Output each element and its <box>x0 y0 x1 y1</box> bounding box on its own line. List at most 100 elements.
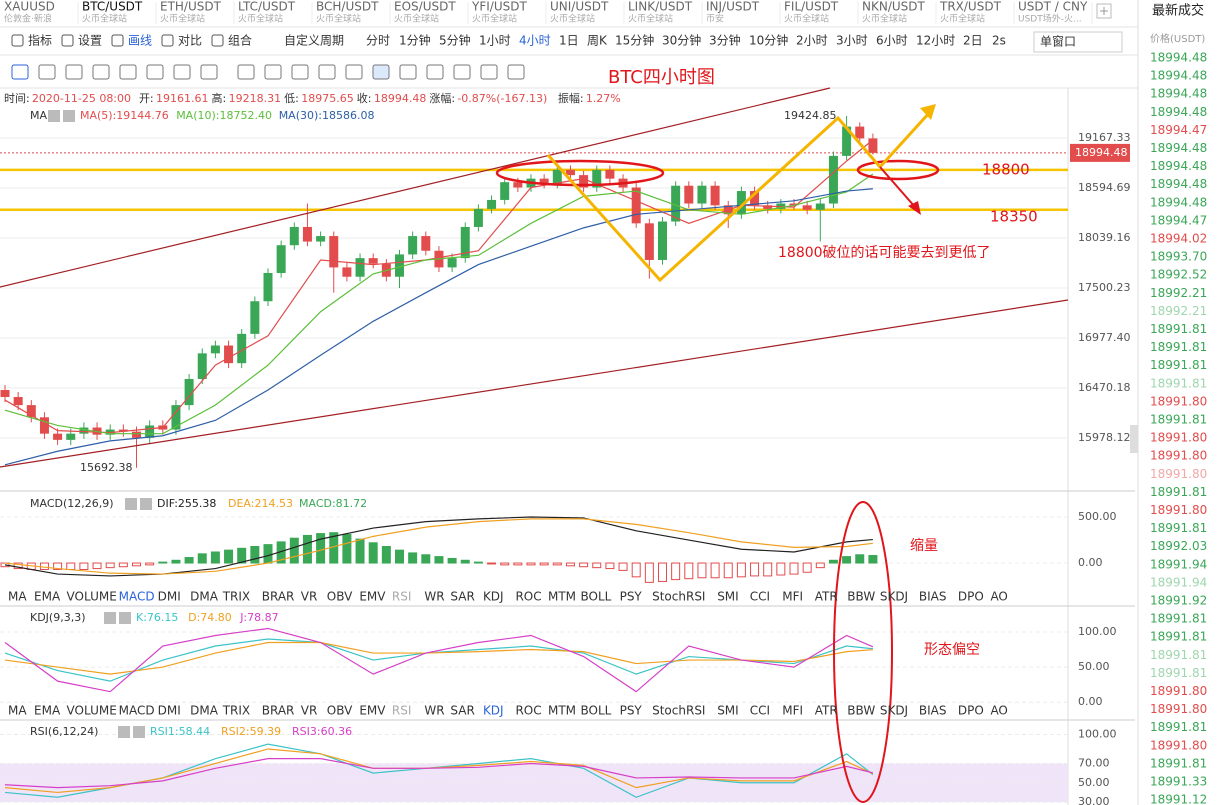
indicator-tab[interactable]: TRIX <box>222 590 250 604</box>
indicator-tab[interactable]: RSI <box>392 704 412 718</box>
indicator-tab[interactable]: MTM <box>548 590 576 604</box>
period-button[interactable]: 3分钟 <box>709 33 741 48</box>
indicator-tab[interactable]: BOLL <box>581 590 612 604</box>
draw-tool[interactable] <box>65 64 83 80</box>
indicator-tab[interactable]: DMA <box>190 590 219 604</box>
draw-tool[interactable] <box>146 64 164 80</box>
indicator-tab[interactable]: ROC <box>515 590 541 604</box>
ticker-symbol[interactable]: TRX/USDT <box>939 0 1002 14</box>
settings-icon[interactable] <box>118 726 130 738</box>
period-button[interactable]: 分时 <box>366 34 390 48</box>
indicator-tab[interactable]: MA <box>8 590 27 604</box>
indicator-tab[interactable]: WR <box>424 704 444 718</box>
indicator-tab[interactable]: MFI <box>782 590 803 604</box>
indicator-tab[interactable]: SAR <box>450 590 474 604</box>
tool-button[interactable]: 对比 <box>178 34 202 48</box>
draw-tool[interactable] <box>399 64 417 80</box>
indicator-tab[interactable]: BOLL <box>581 704 612 718</box>
period-button[interactable]: 10分钟 <box>749 33 788 48</box>
close-icon[interactable] <box>63 110 75 122</box>
indicator-tab[interactable]: TRIX <box>222 704 250 718</box>
draw-tool[interactable] <box>200 64 218 80</box>
settings-icon[interactable] <box>125 498 137 510</box>
ticker-symbol[interactable]: BTC/USDT <box>82 0 143 14</box>
ticker-symbol[interactable]: YFI/USDT <box>471 0 527 14</box>
indicator-tab[interactable]: VR <box>301 704 318 718</box>
draw-tool[interactable] <box>173 64 191 80</box>
window-select[interactable]: 单窗口 <box>1040 35 1076 49</box>
indicator-tab[interactable]: DMI <box>158 590 181 604</box>
indicator-tab[interactable]: MACD <box>119 704 155 718</box>
indicator-tab[interactable]: DMA <box>190 704 219 718</box>
settings-icon[interactable] <box>104 612 116 624</box>
period-button[interactable]: 1日 <box>559 34 579 48</box>
ticker-symbol[interactable]: BCH/USDT <box>316 0 379 14</box>
indicator-tab[interactable]: OBV <box>327 590 353 604</box>
period-button[interactable]: 3小时 <box>836 34 868 48</box>
ticker-symbol[interactable]: FIL/USDT <box>784 0 839 14</box>
close-icon[interactable] <box>133 726 145 738</box>
indicator-tab[interactable]: AO <box>990 704 1007 718</box>
tool-button[interactable]: 设置 <box>78 34 102 48</box>
tool-button[interactable]: 组合 <box>228 33 252 48</box>
draw-tool[interactable] <box>264 64 282 80</box>
indicator-tab[interactable]: EMV <box>359 704 386 718</box>
indicator-tab[interactable]: MA <box>8 704 27 718</box>
indicator-tab[interactable]: EMA <box>34 704 61 718</box>
indicator-tab[interactable]: RSI <box>392 590 412 604</box>
refresh[interactable]: 2s <box>992 34 1006 48</box>
period-button[interactable]: 2小时 <box>796 34 828 48</box>
ticker-symbol[interactable]: XAUUSD <box>4 0 55 14</box>
ticker-symbol[interactable]: UNI/USDT <box>550 0 609 14</box>
indicator-tab[interactable]: DPO <box>958 704 984 718</box>
indicator-tab[interactable]: SAR <box>450 704 474 718</box>
period-button[interactable]: 5分钟 <box>439 33 471 48</box>
indicator-tab[interactable]: ROC <box>515 704 541 718</box>
period-button[interactable]: 1分钟 <box>399 33 431 48</box>
draw-tool[interactable] <box>318 64 336 80</box>
indicator-tab[interactable]: CCI <box>750 704 770 718</box>
add-button[interactable] <box>1096 3 1112 19</box>
draw-tool[interactable] <box>237 64 255 80</box>
period-button[interactable]: 30分钟 <box>662 33 701 48</box>
draw-tool[interactable] <box>453 64 471 80</box>
indicator-tab[interactable]: StochRSI <box>652 590 705 604</box>
period-button[interactable]: 15分钟 <box>615 33 654 48</box>
draw-tool[interactable] <box>11 64 29 80</box>
close-icon[interactable] <box>140 498 152 510</box>
indicator-tab[interactable]: SKDJ <box>880 704 908 718</box>
close-icon[interactable] <box>119 612 131 624</box>
indicator-tab[interactable]: BIAS <box>919 590 947 604</box>
draw-tool[interactable] <box>345 64 363 80</box>
draw-tool[interactable] <box>38 64 56 80</box>
indicator-tab[interactable]: ATR <box>815 704 838 718</box>
indicator-tab[interactable]: WR <box>424 590 444 604</box>
indicator-tab[interactable]: BRAR <box>262 590 295 604</box>
draw-tool[interactable] <box>426 64 444 80</box>
indicator-tab[interactable]: VOLUME <box>67 704 117 718</box>
period-button[interactable]: 周K <box>587 34 608 48</box>
indicator-tab[interactable]: BBW <box>847 704 875 718</box>
tool-button[interactable]: 画线 <box>128 34 152 48</box>
indicator-tab[interactable]: MTM <box>548 704 576 718</box>
indicator-tab[interactable]: BBW <box>847 590 875 604</box>
ticker-symbol[interactable]: INJ/USDT <box>706 0 760 14</box>
custom-period[interactable]: 自定义周期 <box>284 33 344 48</box>
indicator-tab[interactable]: KDJ <box>483 704 504 718</box>
collapse-handle[interactable] <box>1130 425 1138 453</box>
indicator-tab[interactable]: AO <box>990 590 1007 604</box>
indicator-tab[interactable]: PSY <box>620 590 643 604</box>
indicator-tab[interactable]: EMA <box>34 590 61 604</box>
draw-tool[interactable] <box>372 64 390 80</box>
draw-tool[interactable] <box>291 64 309 80</box>
draw-tool[interactable] <box>480 64 498 80</box>
period-button[interactable]: 12小时 <box>916 34 955 48</box>
period-button[interactable]: 4小时 <box>519 34 551 48</box>
indicator-tab[interactable]: StochRSI <box>652 704 705 718</box>
indicator-tab[interactable]: BIAS <box>919 704 947 718</box>
ticker-symbol[interactable]: LTC/USDT <box>238 0 296 14</box>
indicator-tab[interactable]: SMI <box>717 590 739 604</box>
indicator-tab[interactable]: MACD <box>119 590 155 604</box>
draw-tool[interactable] <box>507 64 525 80</box>
indicator-tab[interactable]: DMI <box>158 704 181 718</box>
